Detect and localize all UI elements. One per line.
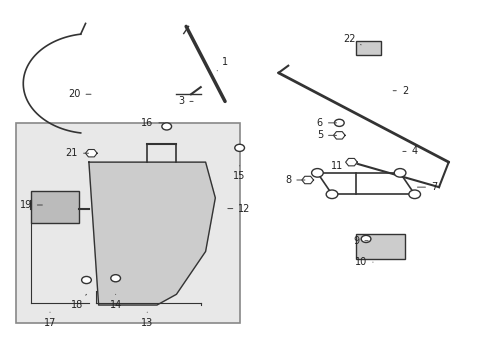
Circle shape xyxy=(334,119,344,126)
Polygon shape xyxy=(301,176,313,184)
Text: 7: 7 xyxy=(417,182,436,192)
Text: 14: 14 xyxy=(109,294,122,310)
Text: 22: 22 xyxy=(342,34,361,45)
Circle shape xyxy=(325,190,337,199)
Polygon shape xyxy=(345,158,357,166)
Circle shape xyxy=(81,276,91,284)
Circle shape xyxy=(162,123,171,130)
Bar xyxy=(16,123,239,323)
Text: 10: 10 xyxy=(354,257,372,267)
Circle shape xyxy=(111,275,120,282)
Text: 6: 6 xyxy=(316,118,336,128)
Text: 21: 21 xyxy=(65,148,88,158)
Text: 12: 12 xyxy=(227,203,250,213)
Text: 19: 19 xyxy=(20,200,42,210)
Text: 2: 2 xyxy=(392,86,407,96)
Bar xyxy=(30,191,79,223)
Text: 4: 4 xyxy=(402,147,417,157)
Circle shape xyxy=(408,190,420,199)
Text: 20: 20 xyxy=(68,89,91,99)
Circle shape xyxy=(393,168,405,177)
Text: 11: 11 xyxy=(330,161,348,171)
Text: 1: 1 xyxy=(217,57,227,71)
Bar xyxy=(356,234,404,258)
Text: 9: 9 xyxy=(352,236,367,246)
Text: 5: 5 xyxy=(316,130,336,140)
Bar xyxy=(356,41,380,55)
Circle shape xyxy=(234,144,244,152)
Polygon shape xyxy=(85,149,97,157)
Text: 17: 17 xyxy=(44,312,56,328)
Polygon shape xyxy=(89,162,215,305)
Text: 16: 16 xyxy=(141,118,163,128)
Circle shape xyxy=(311,168,323,177)
Text: 18: 18 xyxy=(70,294,86,310)
Polygon shape xyxy=(333,132,345,139)
Text: 3: 3 xyxy=(178,96,193,107)
Text: 8: 8 xyxy=(285,175,305,185)
Circle shape xyxy=(361,235,370,243)
Text: 15: 15 xyxy=(233,166,245,181)
Text: 13: 13 xyxy=(141,312,153,328)
